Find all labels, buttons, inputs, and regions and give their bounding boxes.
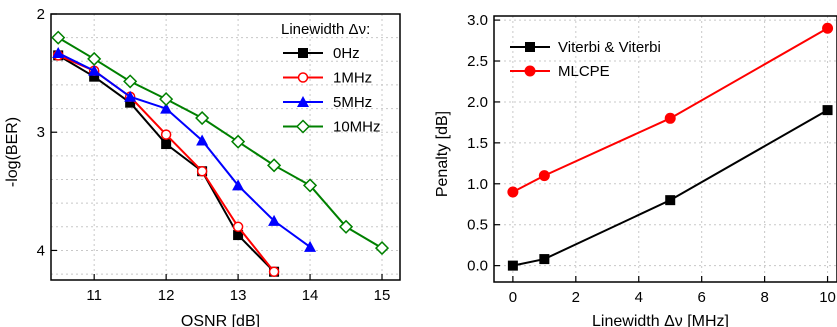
series-line (57, 52, 311, 248)
series-line (512, 27, 829, 193)
data-point (507, 186, 519, 198)
series-line (512, 109, 829, 267)
data-point (123, 74, 138, 89)
data-point (338, 219, 354, 234)
data-point (89, 71, 100, 82)
data-point (665, 195, 676, 206)
y-tick-label: 4 (37, 242, 45, 259)
penalty-chart: 0 2 4 6 8 10 0.0 0.5 1.0 1.5 2.0 2.5 3.0 Linewidth Δν… (434, 12, 837, 327)
data-point (232, 221, 244, 233)
x-tick-label: 10 (819, 289, 836, 306)
x-tick-label: 0 (509, 289, 517, 306)
data-point (231, 134, 246, 149)
legend-swatch-marker (297, 72, 309, 83)
data-point (267, 158, 282, 173)
x-tick-label: 13 (230, 287, 247, 304)
y-axis-label: -log(BER) (4, 117, 21, 187)
data-point (161, 139, 172, 150)
x-tick-label: 6 (698, 289, 706, 306)
legend-entry-label: 1MHz (333, 70, 372, 87)
series-viterbi-viterbi (507, 105, 833, 271)
data-point (664, 112, 676, 124)
y-tick-label: 1.0 (467, 176, 488, 193)
y-axis-label: Penalty [dB] (434, 111, 451, 197)
series-group (51, 30, 390, 277)
data-point (125, 97, 136, 108)
legend-entry-label: MLCPE (558, 63, 610, 80)
data-point (124, 90, 137, 102)
y-tick-label: 2.0 (467, 94, 488, 111)
data-point (195, 110, 210, 126)
x-tick-label: 15 (374, 287, 391, 304)
x-tick-label: 14 (302, 287, 319, 304)
series-mlcpe (507, 22, 834, 198)
x-tick-label: 12 (158, 287, 175, 304)
data-point (160, 129, 172, 140)
series-group (507, 22, 834, 271)
y-tick-label: 0.5 (467, 217, 488, 234)
legend-entry-label: 0Hz (333, 45, 360, 62)
legend-title: Linewidth Δν: (281, 21, 370, 38)
data-point (87, 51, 102, 66)
ber-chart: 11 12 13 14 15 2 3 4 OSNR [dB] -log(BER) Linewidth… (4, 6, 401, 327)
legend-entry-label: 5MHz (333, 94, 372, 111)
data-point (304, 240, 317, 252)
x-axis-label: OSNR [dB] (181, 313, 260, 327)
x-axis-label: Linewidth Δν [MHz] (592, 313, 729, 327)
legend-swatch-marker (524, 65, 536, 77)
legend-swatch-marker (295, 119, 311, 134)
data-point (88, 64, 101, 76)
data-point (268, 214, 281, 226)
y-tick-label: 0.0 (467, 258, 488, 275)
y-tick-label: 3.0 (467, 12, 488, 29)
grid (494, 16, 837, 282)
y-tick-label: 3 (37, 124, 45, 141)
legend-swatch-marker (298, 48, 308, 58)
series-line (57, 36, 383, 249)
y-tick-label: 2 (37, 6, 45, 23)
data-point (51, 30, 66, 45)
legend-swatch-marker (297, 96, 309, 107)
x-tick-label: 4 (635, 289, 643, 306)
data-point (52, 47, 65, 59)
data-point (196, 134, 209, 146)
data-point (822, 105, 833, 116)
legend-entry-label: Viterbi & Viterbi (558, 39, 661, 56)
data-point (159, 92, 174, 107)
data-point (268, 266, 280, 277)
series-10mhz (51, 30, 390, 256)
y-tick-label: 2.5 (467, 53, 488, 70)
data-point (232, 179, 245, 191)
data-point (302, 178, 318, 193)
legend-swatch-marker (525, 42, 535, 52)
legend: Viterbi & Viterbi MLCPE (510, 39, 661, 80)
data-point (822, 22, 834, 34)
x-tick-label: 8 (760, 289, 768, 306)
legend-entry-label: 10MHz (333, 119, 381, 136)
data-point (374, 241, 390, 256)
x-tick-label: 11 (86, 287, 102, 304)
data-point (160, 102, 173, 114)
data-point (507, 260, 518, 271)
legend: Linewidth Δν: 0Hz 1MHz 5MHz 10MHz (281, 21, 381, 136)
plot-frame (50, 13, 401, 281)
series-5mhz (52, 47, 317, 252)
data-point (196, 165, 208, 177)
plot-frame (493, 15, 837, 283)
data-point (538, 170, 550, 182)
data-point (539, 254, 550, 265)
x-tick-label: 2 (572, 289, 580, 306)
y-tick-label: 1.5 (467, 135, 488, 152)
data-point (233, 230, 244, 241)
